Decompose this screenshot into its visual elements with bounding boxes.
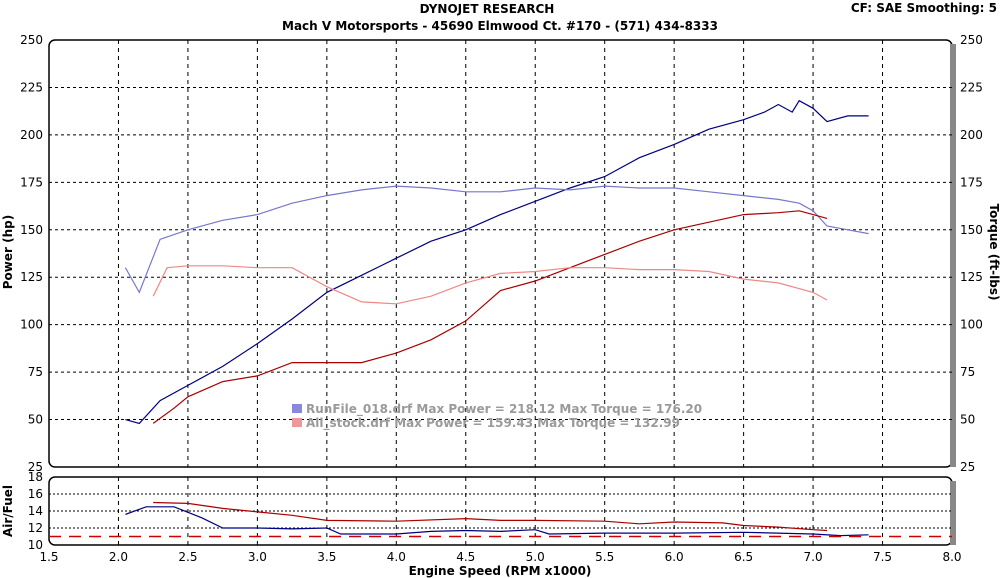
series-all-stock-afr (153, 501, 828, 532)
y2-tick-label: 125 (960, 270, 983, 284)
y-tick-label: 14 (28, 504, 43, 518)
panel-shadow (950, 481, 956, 545)
y-tick-label: 12 (28, 521, 43, 535)
y-tick-label: 175 (20, 175, 43, 189)
y2-tick-label: 150 (960, 223, 983, 237)
x-tick-label: 8.0 (942, 550, 961, 564)
y-tick-label: 75 (28, 365, 43, 379)
series-all-stock-torque (152, 265, 828, 305)
x-tick-label: 5.5 (595, 550, 614, 564)
y2-tick-label: 100 (960, 318, 983, 332)
y-tick-label: 100 (20, 318, 43, 332)
series-runfile-018-afr (125, 506, 869, 537)
x-axis-label: Engine Speed (RPM x1000) (409, 564, 592, 578)
legend-entry-runfile: RunFile_018.drf Max Power = 218.12 Max T… (306, 402, 702, 417)
y2-tick-label: 225 (960, 80, 983, 94)
y2-tick-label: 75 (960, 365, 975, 379)
legend-swatch-stock (292, 418, 302, 427)
y-tick-label: 200 (20, 128, 43, 142)
afr-axis-label: Air/Fuel (1, 485, 15, 537)
y2-tick-label: 175 (960, 175, 983, 189)
x-tick-label: 5.0 (526, 550, 545, 564)
chart-subtitle: Mach V Motorsports - 45690 Elmwood Ct. #… (282, 19, 718, 33)
x-tick-label: 6.0 (665, 550, 684, 564)
y2-tick-label: 50 (960, 413, 975, 427)
x-tick-label: 7.5 (873, 550, 892, 564)
y2-tick-label: 250 (960, 33, 983, 47)
y-tick-label: 225 (20, 80, 43, 94)
y-tick-label: 25 (28, 460, 43, 474)
x-tick-label: 3.0 (248, 550, 267, 564)
y-tick-label: 16 (28, 487, 43, 501)
legend-swatch-runfile (292, 404, 302, 413)
x-tick-label: 2.5 (178, 550, 197, 564)
y-axis-label: Power (hp) (1, 215, 15, 289)
y-tick-label: 50 (28, 413, 43, 427)
x-tick-label: 2.0 (109, 550, 128, 564)
y-tick-label: 150 (20, 223, 43, 237)
y2-axis-label: Torque (ft-lbs) (987, 204, 1001, 301)
x-tick-label: 6.5 (734, 550, 753, 564)
y-tick-label: 250 (20, 33, 43, 47)
y2-tick-label: 200 (960, 128, 983, 142)
x-tick-label: 7.0 (804, 550, 823, 564)
series-runfile-018-torque (124, 185, 869, 294)
legend-entry-stock: All_stock.drf Max Power = 159.43 Max Tor… (306, 416, 680, 431)
panel-shadow (950, 44, 956, 467)
x-tick-label: 4.0 (387, 550, 406, 564)
x-tick-label: 3.5 (317, 550, 336, 564)
chart-title: DYNOJET RESEARCH (420, 2, 555, 16)
series-all-stock-power (152, 210, 828, 424)
y-tick-label: 10 (28, 538, 43, 552)
y2-tick-label: 25 (960, 460, 975, 474)
x-tick-label: 1.5 (39, 550, 58, 564)
y-tick-label: 18 (28, 470, 43, 484)
x-tick-label: 4.5 (456, 550, 475, 564)
settings-label: CF: SAE Smoothing: 5 (851, 1, 997, 15)
series-runfile-018-power (125, 99, 869, 425)
y-tick-label: 125 (20, 270, 43, 284)
